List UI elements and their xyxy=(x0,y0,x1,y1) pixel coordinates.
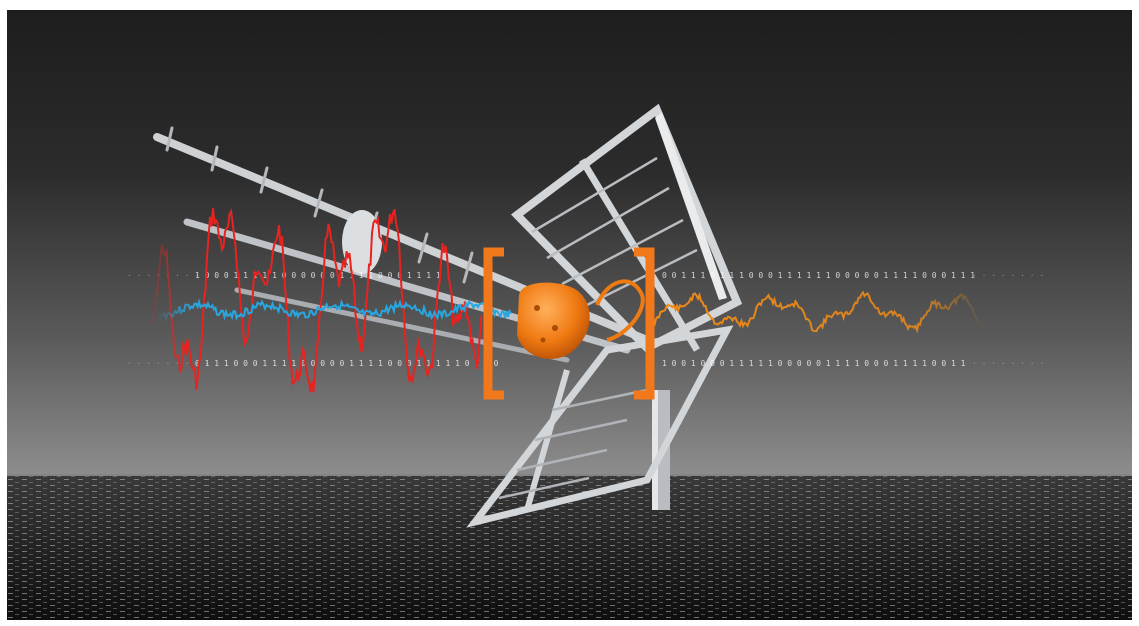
left-bracket xyxy=(483,247,504,400)
output-signal-wave xyxy=(646,290,987,334)
binary-streams: 1 0 0 0 1 1 1 1 1 0 0 0 0 0 0 1 1 1 1 0 … xyxy=(195,271,975,368)
binary-stream-lower-right: 1 0 0 1 0 0 0 1 1 1 1 1 0 0 0 0 0 1 1 1 … xyxy=(662,359,966,368)
filtered-signal-wave xyxy=(156,298,512,322)
right-bracket xyxy=(634,247,655,400)
binary-stream-upper-right: 0 0 1 1 1 0 1 1 1 0 0 0 1 1 1 1 1 1 0 0 … xyxy=(662,271,975,280)
svg-text:· · · · · · · · ·: · · · · · · · · · xyxy=(127,359,209,368)
input-signal-wave xyxy=(146,208,483,393)
binary-stream-upper-left: 1 0 0 0 1 1 1 1 1 0 0 0 0 0 0 1 1 1 1 0 … xyxy=(195,271,441,280)
binary-stream-lower-left: 0 1 1 1 0 0 0 1 1 1 1 0 0 0 0 0 1 1 1 1 … xyxy=(195,359,499,368)
focus-brackets xyxy=(483,247,655,400)
svg-text:· · · · · · · ·: · · · · · · · · xyxy=(972,271,1044,280)
amplifier-unit xyxy=(517,279,645,359)
svg-text:· · · · · · · ·: · · · · · · · · xyxy=(972,359,1044,368)
scene: 1 0 0 0 1 1 1 1 1 0 0 0 0 0 0 1 1 1 1 0 … xyxy=(7,10,1132,620)
